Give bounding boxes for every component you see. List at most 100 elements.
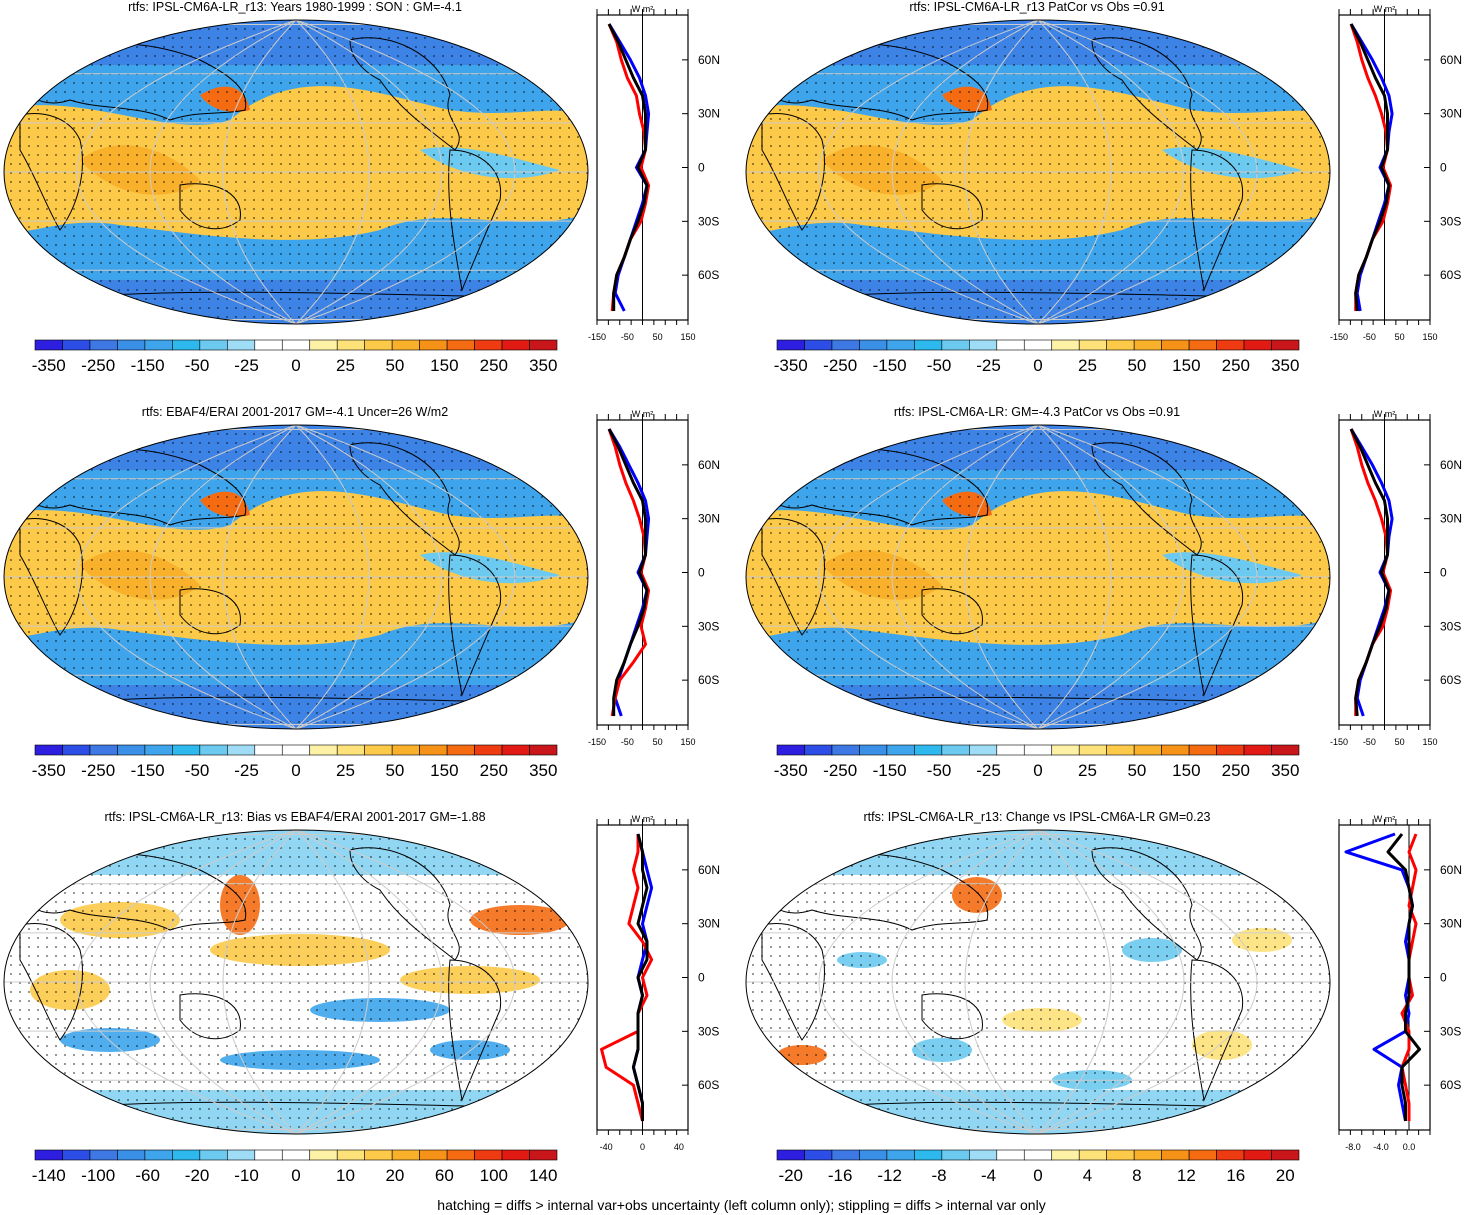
colorbar-label: -10 (234, 1166, 259, 1185)
colorbar-label: 50 (385, 761, 404, 780)
y-tick-label: 60S (698, 268, 719, 282)
y-tick-label: 60N (698, 458, 720, 472)
colorbar-label: 0 (291, 1166, 300, 1185)
meridian-line (818, 20, 1039, 324)
map (746, 425, 1330, 729)
colorbar-swatch (1051, 1149, 1080, 1161)
colorbar-label: 0 (1033, 761, 1042, 780)
colorbar-label: -350 (774, 356, 808, 375)
colorbar-label: 20 (1276, 1166, 1295, 1185)
meridian-line (818, 830, 1039, 1134)
meridian-line (1037, 830, 1185, 1134)
colorbar-swatch (254, 339, 283, 351)
colorbar-label: -150 (873, 761, 907, 780)
colorbar-swatch (1216, 744, 1245, 756)
stippling (746, 425, 1330, 729)
colorbar-label: -50 (927, 761, 952, 780)
colorbar-swatch (172, 744, 201, 756)
colorbar-swatch (172, 1149, 201, 1161)
zonal-profile: W m² 60N 30N 0 30S 60S -150 -50 50 150 (1330, 4, 1462, 342)
continent-outline (19, 113, 83, 231)
map-border (3, 19, 589, 325)
stippling (4, 830, 588, 1134)
y-tick-label: 30N (1440, 107, 1462, 121)
colorbar-swatch (117, 339, 146, 351)
y-tick-label: 0 (698, 161, 705, 175)
colorbar-label: -50 (185, 356, 210, 375)
map-border (745, 829, 1331, 1135)
colorbar-label: -20 (778, 1166, 803, 1185)
x-tick-label: 0 (640, 1142, 645, 1152)
colorbar-label: 4 (1083, 1166, 1092, 1185)
colorbar-swatch (1023, 744, 1053, 756)
meridian-line (818, 425, 1039, 729)
colorbar-label: 350 (1271, 356, 1299, 375)
colorbar-swatch (281, 744, 311, 756)
colorbar-swatch (391, 1149, 420, 1161)
colorbar-swatch (1188, 744, 1217, 756)
meridian-line (964, 830, 1039, 1134)
colorbar-swatch (1161, 1149, 1190, 1161)
colorbar-label: -12 (877, 1166, 902, 1185)
zonal-profile: W m² 60N 30N 0 30S 60S -150 -50 50 150 (588, 4, 720, 342)
colorbar-swatch (804, 339, 833, 351)
y-tick-label: 60S (1440, 268, 1461, 282)
colorbar-swatch (391, 339, 420, 351)
meridian-line (1037, 830, 1112, 1134)
y-tick-label: 30S (698, 619, 719, 633)
colorbar-swatch (996, 744, 1025, 756)
colorbar-swatch (1133, 1149, 1162, 1161)
zonal-profile: W m² 60N 30N 0 30S 60S -40 0 40 (596, 814, 720, 1152)
colorbar-label: -150 (131, 761, 165, 780)
colorbar-swatch (914, 339, 943, 351)
x-tick-label: 40 (674, 1142, 684, 1152)
colorbar-swatch (501, 744, 530, 756)
meridian-line (222, 20, 297, 324)
continent-outline (1091, 442, 1202, 556)
panel-title: rtfs: IPSL-CM6A-LR_r13: Years 1980-1999 … (128, 0, 462, 14)
colorbar-swatch (776, 744, 805, 756)
colorbar-swatch (281, 1149, 311, 1161)
y-tick-label: 30S (1440, 619, 1461, 633)
colorbar-label: 150 (1172, 761, 1200, 780)
colorbar-swatch (227, 1149, 256, 1161)
colorbar-label: 50 (1127, 356, 1146, 375)
colorbar-label: -16 (828, 1166, 853, 1185)
meridian-line (964, 20, 1039, 324)
colorbar-label: -4 (981, 1166, 996, 1185)
colorbar-swatch (1078, 339, 1107, 351)
colorbar-label: 25 (1078, 761, 1097, 780)
colorbar-label: -100 (81, 1166, 115, 1185)
colorbar-label: -25 (976, 761, 1001, 780)
colorbar-swatch (336, 339, 365, 351)
colorbar-swatch (1161, 339, 1190, 351)
colorbar-swatch (831, 1149, 860, 1161)
continent-outline (19, 518, 83, 636)
x-tick-label: 150 (680, 737, 695, 747)
colorbar-swatch (1023, 339, 1053, 351)
colorbar-swatch (1051, 744, 1080, 756)
meridian-line (891, 830, 1039, 1134)
continent-outline (349, 847, 460, 961)
colorbar-label: 350 (529, 761, 557, 780)
colorbar-label: 140 (529, 1166, 557, 1185)
y-tick-label: 60S (698, 673, 719, 687)
colorbar-swatch (914, 744, 943, 756)
map-border (3, 829, 589, 1135)
x-tick-label: -150 (1330, 737, 1348, 747)
meridian-line (76, 830, 297, 1134)
profile-series-line (607, 23, 649, 311)
colorbar-swatch (1133, 744, 1162, 756)
profile-series-line (1349, 428, 1391, 717)
colorbar-swatch (859, 1149, 888, 1161)
colorbar-label: 250 (1222, 356, 1250, 375)
x-tick-label: 50 (1395, 332, 1405, 342)
colorbar-swatch (199, 744, 228, 756)
colorbar-label: -250 (823, 356, 857, 375)
colorbar-swatch (34, 744, 63, 756)
colorbar-swatch (1243, 1149, 1272, 1161)
colorbar-label: 100 (480, 1166, 508, 1185)
colorbar-swatch (1023, 1149, 1053, 1161)
panel-5: rtfs: IPSL-CM6A-LR_r13: Bias vs EBAF4/ER… (0, 810, 741, 1215)
y-tick-label: 0 (698, 971, 705, 985)
